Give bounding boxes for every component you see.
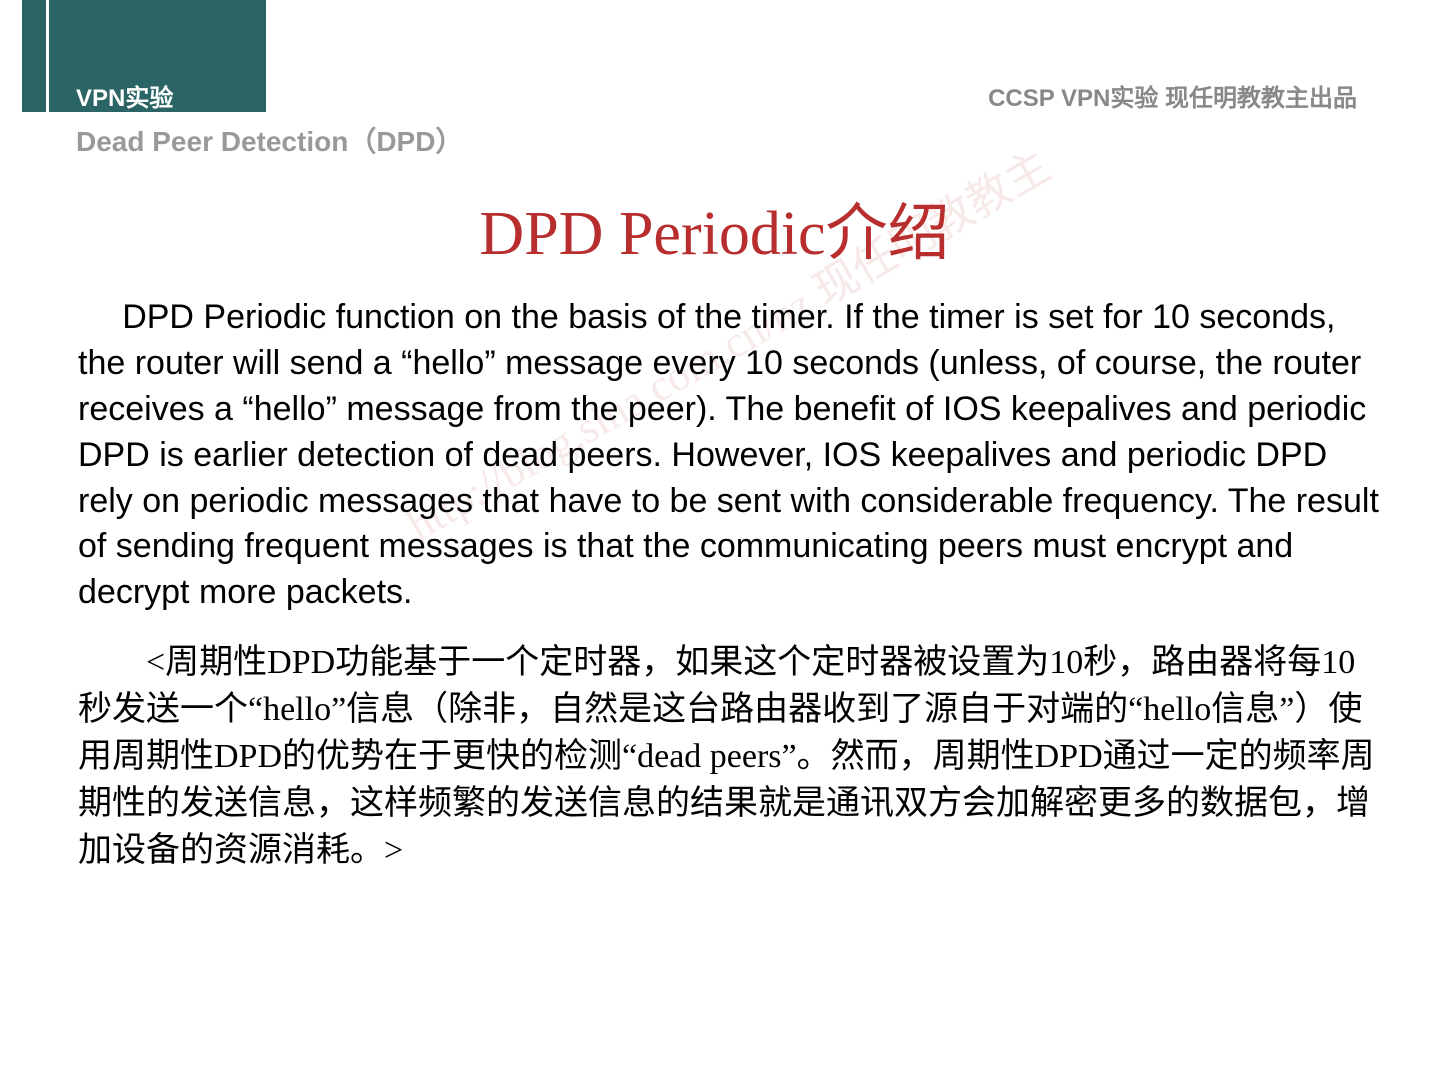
slide-subtitle: Dead Peer Detection（DPD） <box>76 120 463 160</box>
paragraph-chinese: <周期性DPD功能基于一个定时器，如果这个定时器被设置为10秒，路由器将每10秒… <box>78 640 1381 875</box>
header-title-right: CCSP VPN实验 现任明教教主出品 <box>988 78 1357 113</box>
header-title-left: VPN实验 <box>76 78 173 113</box>
header-bar: VPN实验 CCSP VPN实验 现任明教教主出品 <box>0 0 1429 112</box>
header-divider <box>46 0 49 112</box>
paragraph-english: DPD Periodic function on the basis of th… <box>78 295 1381 616</box>
slide-title: DPD Periodic介绍 <box>0 182 1429 272</box>
